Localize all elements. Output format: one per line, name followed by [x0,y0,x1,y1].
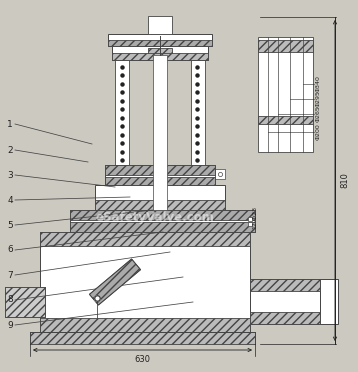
Bar [95,200,225,210]
Bar [153,33,167,41]
Bar [70,210,255,220]
Bar [191,60,205,165]
Text: Φ340: Φ340 [316,76,321,92]
Bar [112,53,208,60]
Text: Φ200: Φ200 [316,124,321,140]
Bar [215,169,225,179]
Bar [105,165,215,175]
Text: 12-Φ23: 12-Φ23 [252,205,257,228]
Bar [148,16,172,34]
Bar [148,48,172,55]
Bar [108,40,212,46]
Text: 5: 5 [7,221,13,230]
Text: 1: 1 [7,119,13,128]
Text: 8: 8 [7,295,13,305]
Text: Φ295: Φ295 [316,90,321,108]
Text: 6: 6 [7,246,13,254]
Text: eSafetyValve.com: eSafetyValve.com [96,211,214,224]
Bar [105,177,215,185]
Bar [30,332,255,344]
Bar [115,60,129,165]
Bar [320,279,338,324]
Bar [15,292,35,312]
Bar [5,287,45,317]
Bar [5,287,45,317]
Bar [40,318,250,332]
Bar [112,46,208,60]
Bar [250,312,320,324]
Bar [250,279,320,291]
Bar [153,55,167,210]
Bar [258,40,313,52]
Text: Φ265: Φ265 [316,106,321,122]
Text: 4: 4 [7,196,13,205]
Text: 3: 3 [7,170,13,180]
Text: 2: 2 [7,145,13,154]
Text: 7: 7 [7,270,13,279]
Bar [108,34,212,46]
Text: 9: 9 [7,321,13,330]
Text: 810: 810 [340,173,349,189]
Bar [105,165,215,185]
Bar [40,232,250,332]
Bar [258,116,313,124]
Polygon shape [90,259,141,305]
Bar [70,222,255,232]
Bar [148,41,172,55]
Bar [250,279,320,324]
Bar [95,185,225,210]
Bar [70,210,255,232]
Bar [40,232,250,246]
Bar [258,37,313,152]
Text: 630: 630 [135,355,150,364]
